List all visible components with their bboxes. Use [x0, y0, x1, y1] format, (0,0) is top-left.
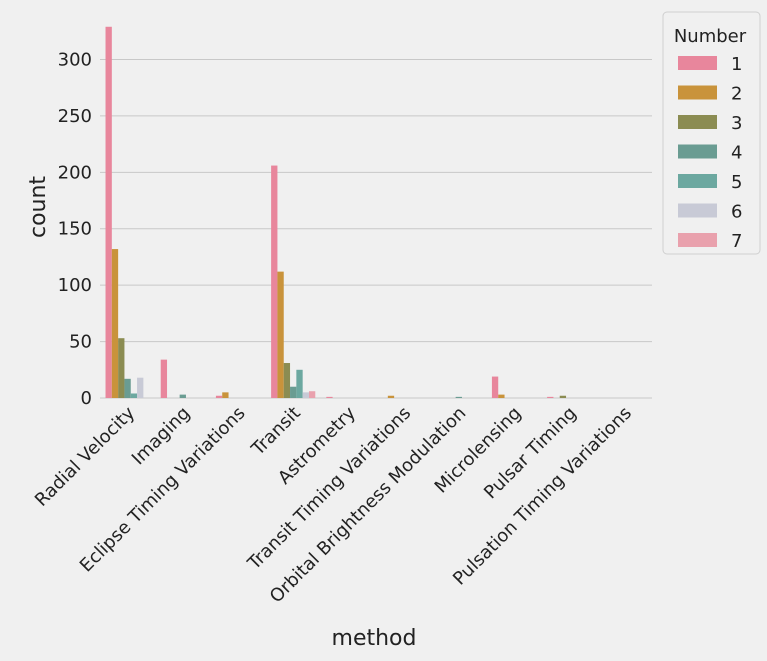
bar — [222, 392, 229, 398]
bar — [283, 363, 291, 398]
y-axis-label: count — [26, 176, 51, 238]
y-tick-label: 100 — [58, 275, 92, 296]
bar — [547, 396, 554, 398]
bar — [498, 394, 505, 398]
bar — [326, 396, 333, 398]
bar — [160, 359, 168, 398]
legend-swatch — [678, 85, 717, 100]
y-tick-label: 50 — [69, 332, 92, 353]
bar — [277, 271, 284, 398]
bar — [271, 165, 278, 398]
bar — [111, 249, 119, 398]
legend-swatch — [678, 144, 717, 159]
bar — [491, 376, 499, 398]
bar — [105, 26, 112, 399]
bar — [308, 391, 316, 398]
legend-label: 5 — [731, 172, 742, 193]
legend-label: 4 — [731, 143, 742, 164]
bar — [559, 395, 567, 398]
legend-label: 1 — [731, 54, 742, 75]
bar — [130, 393, 138, 398]
legend-items: 1 2 3 4 5 6 7 — [678, 54, 742, 252]
bar — [179, 394, 186, 398]
bar — [124, 378, 131, 398]
bar — [215, 395, 223, 398]
bar — [387, 395, 395, 398]
x-tick-label: Radial Velocity — [31, 402, 139, 510]
legend-swatch — [678, 115, 717, 129]
legend-title: Number — [674, 26, 747, 47]
legend-swatch — [678, 56, 717, 70]
legend: Number 1 2 3 4 5 6 7 — [662, 11, 761, 255]
y-axis-ticks: 0 50 100 150 200 250 300 — [58, 49, 92, 409]
bars — [105, 26, 567, 399]
legend-label: 3 — [731, 113, 742, 134]
bar — [137, 377, 144, 398]
y-tick-label: 300 — [58, 49, 92, 70]
bar — [290, 386, 297, 398]
legend-swatch — [678, 203, 717, 218]
legend-label: 2 — [731, 84, 742, 105]
bar — [296, 369, 303, 398]
bar — [118, 338, 125, 398]
legend-label: 7 — [731, 231, 742, 252]
gridlines — [100, 58, 652, 399]
x-tick-label: Orbital Brightness Modulation — [266, 403, 471, 608]
y-tick-label: 250 — [58, 106, 92, 127]
y-tick-label: 0 — [81, 388, 92, 409]
y-tick-label: 200 — [58, 162, 92, 183]
legend-label: 6 — [731, 202, 742, 223]
bar — [455, 396, 462, 398]
bar — [302, 392, 309, 398]
y-tick-label: 150 — [58, 219, 92, 240]
legend-swatch — [678, 174, 717, 188]
x-axis-label: method — [332, 626, 417, 651]
legend-swatch — [678, 233, 717, 247]
legend-frame — [662, 11, 761, 255]
